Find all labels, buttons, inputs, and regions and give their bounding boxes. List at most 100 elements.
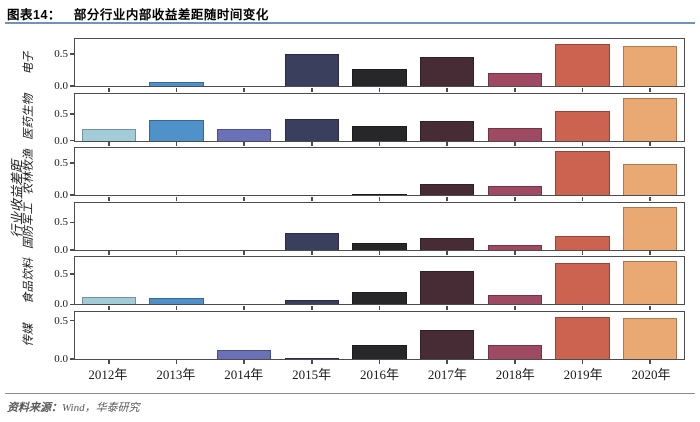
y-tick-mark	[70, 85, 74, 87]
panel-category-label: 传媒	[23, 323, 35, 347]
x-tick-mark	[581, 360, 584, 365]
x-axis-label: 2013年	[156, 367, 196, 382]
x-tick-mark	[243, 251, 245, 256]
x-tick-mark	[243, 360, 245, 365]
y-tick-label: 0.0	[54, 189, 68, 202]
x-tick-mark	[649, 87, 651, 92]
x-axis-label: 2014年	[224, 367, 264, 382]
x-tick-mark	[108, 87, 110, 92]
x-tick-mark	[649, 360, 651, 365]
bar-2017年-电子	[420, 57, 475, 86]
y-tick-mark	[70, 113, 74, 115]
y-tick-mark	[70, 194, 74, 196]
chart-panel-5: 食品饮料 0.0 0.5	[23, 256, 685, 310]
bar-2019年-医药生物	[555, 111, 610, 141]
bar-2015年-食品饮料	[284, 300, 339, 305]
y-tick-label: 0.0	[54, 134, 68, 147]
header-divider	[5, 22, 695, 24]
x-tick-mark	[378, 305, 381, 310]
x-axis-label: 2012年	[88, 367, 128, 382]
bar-2017年-传媒	[420, 329, 475, 359]
chart-panel-1: 电子 0.0 0.5	[23, 38, 685, 92]
bar-2018年-医药生物	[487, 128, 542, 141]
chart-panel-6: 传媒 0.0 0.5	[23, 310, 685, 365]
y-tick-label: 0.5	[54, 268, 68, 281]
x-tick-mark	[446, 87, 448, 92]
y-tick-mark	[70, 221, 74, 224]
x-axis-label: 2015年	[292, 367, 332, 382]
bar-2016年-电子	[352, 69, 407, 86]
x-tick-mark	[175, 87, 178, 92]
bar-2013年-电子	[149, 81, 204, 86]
x-tick-mark	[649, 251, 651, 256]
bar-2020年-医药生物	[623, 98, 678, 141]
panel-category-label: 农林牧渔	[23, 148, 35, 195]
x-tick-mark	[175, 360, 178, 365]
figure-title: 部分行业内部收益差距随时间变化	[73, 8, 269, 22]
source-label: 资料来源：	[7, 402, 62, 414]
bar-2015年-传媒	[284, 357, 339, 359]
bar-2012年-医药生物	[81, 129, 136, 141]
x-tick-mark	[446, 305, 448, 310]
bar-2019年-农林牧渔	[555, 151, 610, 196]
bar-2020年-国防军工	[623, 206, 678, 250]
bar-2017年-食品饮料	[420, 271, 475, 305]
y-tick-mark	[70, 139, 74, 142]
x-tick-mark	[311, 196, 313, 201]
x-tick-mark	[378, 142, 381, 147]
x-tick-mark	[446, 251, 448, 256]
bar-2018年-农林牧渔	[487, 186, 542, 196]
x-tick-mark	[378, 360, 381, 365]
x-axis-label: 2017年	[427, 367, 467, 382]
bar-2018年-食品饮料	[487, 295, 542, 305]
bar-2012年-食品饮料	[81, 297, 136, 305]
x-tick-mark	[311, 360, 313, 365]
x-axis-label: 2020年	[631, 367, 671, 382]
x-tick-mark	[649, 305, 651, 310]
x-tick-mark	[175, 305, 178, 310]
x-tick-mark	[108, 360, 110, 365]
bar-2013年-医药生物	[149, 119, 204, 141]
x-tick-mark	[514, 87, 516, 92]
figure-number: 图表14：	[7, 8, 61, 22]
bar-2013年-食品饮料	[149, 298, 204, 305]
x-tick-mark	[649, 196, 651, 201]
x-tick-mark	[378, 196, 381, 201]
x-tick-mark	[446, 196, 448, 201]
x-axis: 2012年 2013年 2014年 2015年 2016年 2017年 2018年 2019年…	[74, 364, 685, 382]
x-tick-mark	[243, 196, 245, 201]
bar-2020年-食品饮料	[623, 260, 678, 305]
figure-header: 图表14： 部分行业内部收益差距随时间变化	[7, 4, 269, 23]
x-tick-mark	[175, 196, 178, 201]
bar-2015年-医药生物	[284, 118, 339, 141]
y-tick-mark	[70, 358, 74, 360]
x-tick-mark	[378, 87, 381, 92]
bar-2020年-传媒	[623, 318, 678, 359]
panel-category-label: 食品饮料	[23, 257, 35, 304]
x-axis-label: 2016年	[359, 367, 400, 382]
bar-2019年-电子	[555, 43, 610, 86]
x-tick-mark	[108, 196, 110, 201]
y-tick-mark	[70, 319, 74, 322]
bar-2016年-传媒	[352, 345, 407, 359]
x-tick-mark	[514, 196, 516, 201]
footer-divider	[5, 393, 695, 394]
x-tick-mark	[175, 251, 178, 256]
bar-2020年-电子	[623, 45, 678, 86]
chart-panel-3: 农林牧渔 0.0 0.5	[23, 147, 685, 201]
x-tick-mark	[311, 142, 313, 147]
bar-2017年-农林牧渔	[420, 184, 475, 196]
x-tick-mark	[108, 142, 110, 147]
y-tick-mark	[70, 249, 74, 251]
bar-2019年-食品饮料	[555, 262, 610, 305]
y-tick-label: 0.5	[54, 107, 68, 120]
y-tick-mark	[70, 162, 74, 164]
bar-2020年-农林牧渔	[623, 164, 678, 196]
x-axis-label: 2018年	[495, 367, 535, 382]
x-tick-mark	[581, 251, 584, 256]
bar-2017年-医药生物	[420, 120, 475, 141]
bar-2018年-电子	[487, 72, 542, 86]
y-tick-label: 0.5	[54, 216, 68, 229]
figure-source: 资料来源：Wind，华泰研究	[7, 399, 140, 415]
x-tick-mark	[175, 142, 178, 147]
